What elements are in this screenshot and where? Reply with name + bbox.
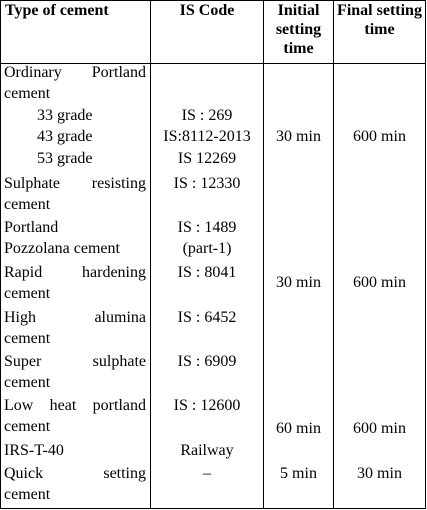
final-time: 600 min (353, 128, 406, 145)
header-cell: Final setting time (337, 2, 422, 38)
initial-time: 60 min (276, 420, 321, 437)
cement-type: 33 grade (37, 107, 93, 124)
is-code: IS : 12600 (173, 397, 241, 414)
header-cell: Initial setting time (275, 2, 322, 57)
cement-type: cement (4, 84, 51, 102)
cement-type: High alumina (4, 309, 146, 326)
border (0, 63, 426, 64)
final-time: 600 min (353, 420, 406, 437)
border (0, 508, 426, 509)
border (150, 0, 151, 509)
cement-type: Pozzolana cement (4, 239, 120, 257)
border (425, 0, 426, 509)
border (333, 0, 334, 509)
cement-type: Super sulphate (4, 353, 146, 370)
cement-type: 53 grade (37, 150, 93, 167)
cement-type: Portland (4, 219, 59, 236)
cement-type: Ordinary Portland (4, 64, 146, 81)
header-cell: IS Code (179, 2, 235, 19)
border (0, 0, 426, 1)
cement-type: cement (4, 195, 51, 213)
border (0, 0, 1, 509)
is-code: – (203, 465, 211, 482)
is-code: (part-1) (182, 239, 232, 257)
border (263, 0, 264, 509)
cement-type: cement (4, 417, 51, 435)
cement-type: cement (4, 373, 51, 391)
cement-type: Low heat portland (4, 397, 146, 414)
is-code: IS : 1489 (177, 219, 237, 236)
initial-time: 30 min (276, 128, 321, 145)
cement-type: Quick setting (4, 465, 146, 482)
is-code: IS : 269 (181, 107, 233, 124)
final-time: 600 min (353, 274, 406, 291)
cement-type: cement (4, 284, 51, 302)
is-code: IS : 8041 (177, 264, 237, 281)
is-code: IS : 6452 (177, 309, 237, 326)
header-cell: Type of cement (5, 2, 109, 19)
is-code: IS 12269 (177, 150, 237, 167)
is-code: IS : 12330 (173, 175, 241, 192)
cement-type: Rapid hardening (4, 264, 146, 281)
cement-type: IRS-T-40 (4, 442, 64, 459)
initial-time: 5 min (280, 465, 317, 482)
final-time: 30 min (357, 465, 402, 482)
is-code: IS : 6909 (177, 353, 237, 370)
cement-type: cement (4, 485, 51, 503)
cement-type: cement (4, 329, 51, 347)
is-code: Railway (180, 442, 234, 459)
cement-type: 43 grade (37, 128, 93, 145)
initial-time: 30 min (276, 274, 321, 291)
is-code: IS:8112-2013 (163, 128, 251, 145)
cement-type: Sulphate resisting (4, 175, 146, 192)
